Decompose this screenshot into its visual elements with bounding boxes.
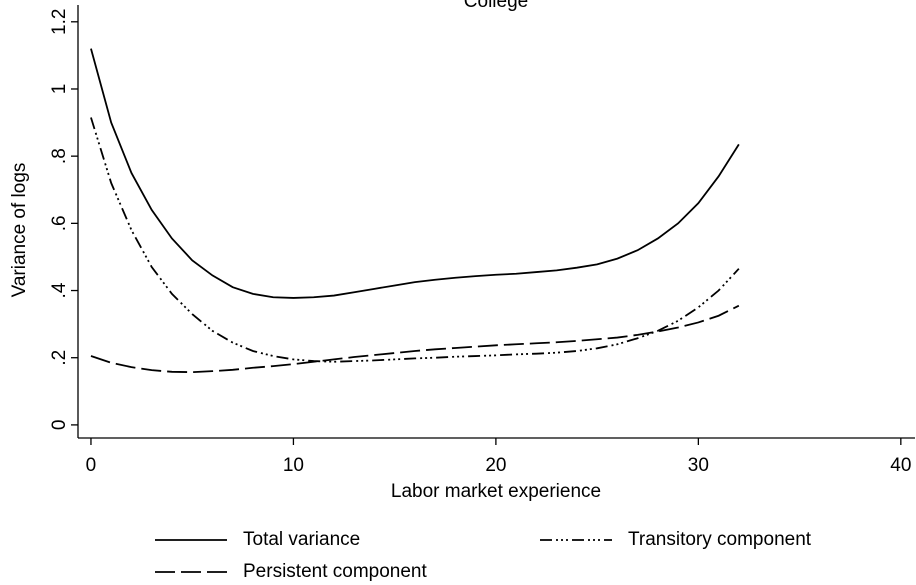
y-tick-label: .6 [49,215,70,231]
x-tick-label: 30 [688,455,709,476]
x-tick-label: 10 [283,455,304,476]
y-tick-label: 0 [49,420,70,431]
y-tick-label: .4 [49,282,70,298]
y-tick-label: .8 [49,148,70,164]
legend-label: Transitory component [628,529,812,550]
x-tick-label: 20 [485,455,506,476]
x-tick-label: 0 [86,455,97,476]
series-line [90,117,740,363]
legend-label: Total variance [243,529,360,550]
y-tick-label: 1 [49,84,70,95]
legend-label: Persistent component [243,561,427,582]
y-tick-label: .2 [49,350,70,366]
series-line [90,304,740,374]
y-axis-label: Variance of logs [9,163,30,298]
x-axis-label: Labor market experience [391,481,601,502]
series-line [90,48,740,299]
y-tick-label: 1.2 [49,9,70,35]
chart-title: College [464,0,528,12]
x-tick-label: 40 [890,455,911,476]
